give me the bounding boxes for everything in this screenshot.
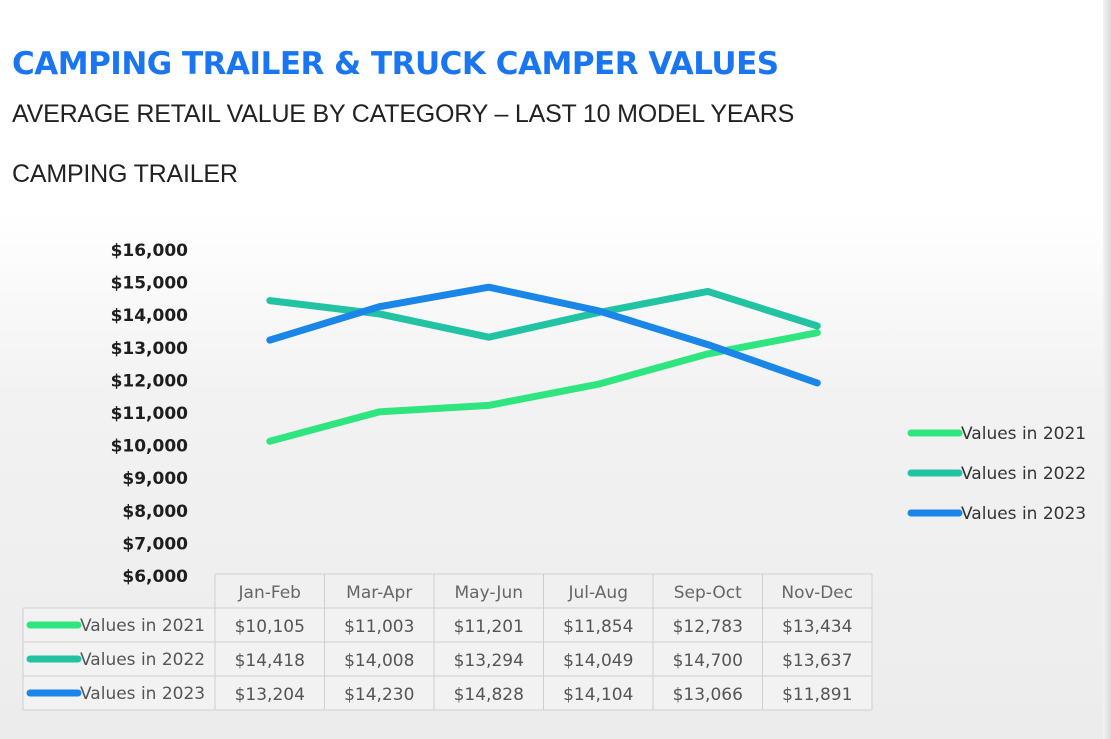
line-chart: $6,000 $7,000 $8,000 $9,000 $10,000 $11,000 $1…	[22, 241, 1086, 711]
page-edge	[1103, 0, 1111, 739]
y-tick-label: $7,000	[122, 534, 188, 554]
data-label: $14,049	[563, 651, 633, 671]
data-label: $12,783	[673, 617, 743, 637]
series-line-1	[266, 329, 821, 445]
data-label: $13,294	[454, 651, 524, 671]
data-label: $14,230	[344, 685, 414, 705]
page-subtitle: AVERAGE RETAIL VALUE BY CATEGORY – LAST …	[12, 100, 795, 128]
x-tick-label: May-Jun	[455, 583, 524, 603]
y-tick-label: $9,000	[122, 469, 188, 489]
y-tick-label: $10,000	[111, 437, 189, 457]
data-label: $11,891	[782, 685, 852, 705]
data-label: $10,105	[235, 617, 305, 637]
legend-label: Values in 2023	[961, 504, 1086, 524]
data-label: $13,204	[235, 685, 305, 705]
x-tick-label: Jul-Aug	[568, 583, 628, 603]
table-row-label: Values in 2021	[80, 616, 205, 636]
chart-area: $6,000 $7,000 $8,000 $9,000 $10,000 $11,000 $1…	[0, 212, 1111, 739]
y-tick-label: $6,000	[122, 567, 188, 587]
table-row-label: Values in 2022	[80, 650, 205, 670]
data-label: $14,828	[454, 685, 524, 705]
table-body-bg	[23, 608, 872, 710]
x-tick-label: Jan-Feb	[238, 583, 301, 603]
y-tick-label: $16,000	[111, 241, 189, 261]
data-label: $14,418	[235, 651, 305, 671]
page-title: CAMPING TRAILER & TRUCK CAMPER VALUES	[12, 46, 779, 82]
legend-label: Values in 2022	[961, 464, 1086, 484]
data-label: $14,008	[344, 651, 414, 671]
x-tick-label: Mar-Apr	[346, 583, 412, 603]
series-line-3	[266, 283, 821, 387]
data-label: $11,201	[454, 617, 524, 637]
y-tick-label: $11,000	[111, 404, 189, 424]
legend-label: Values in 2021	[961, 424, 1086, 444]
x-tick-label: Sep-Oct	[674, 583, 742, 603]
y-tick-label: $13,000	[111, 339, 189, 359]
table-row-label: Values in 2023	[80, 684, 205, 704]
y-tick-label: $8,000	[122, 502, 188, 522]
data-label: $14,104	[563, 685, 633, 705]
data-label: $13,434	[782, 617, 852, 637]
section-title: CAMPING TRAILER	[12, 160, 238, 188]
data-label: $11,003	[344, 617, 414, 637]
data-label: $11,854	[563, 617, 633, 637]
data-label: $13,066	[673, 685, 743, 705]
y-tick-label: $14,000	[111, 306, 189, 326]
data-label: $13,637	[782, 651, 852, 671]
y-tick-label: $15,000	[111, 274, 189, 294]
x-tick-label: Nov-Dec	[781, 583, 853, 603]
y-tick-label: $12,000	[111, 371, 189, 391]
data-label: $14,700	[673, 651, 743, 671]
